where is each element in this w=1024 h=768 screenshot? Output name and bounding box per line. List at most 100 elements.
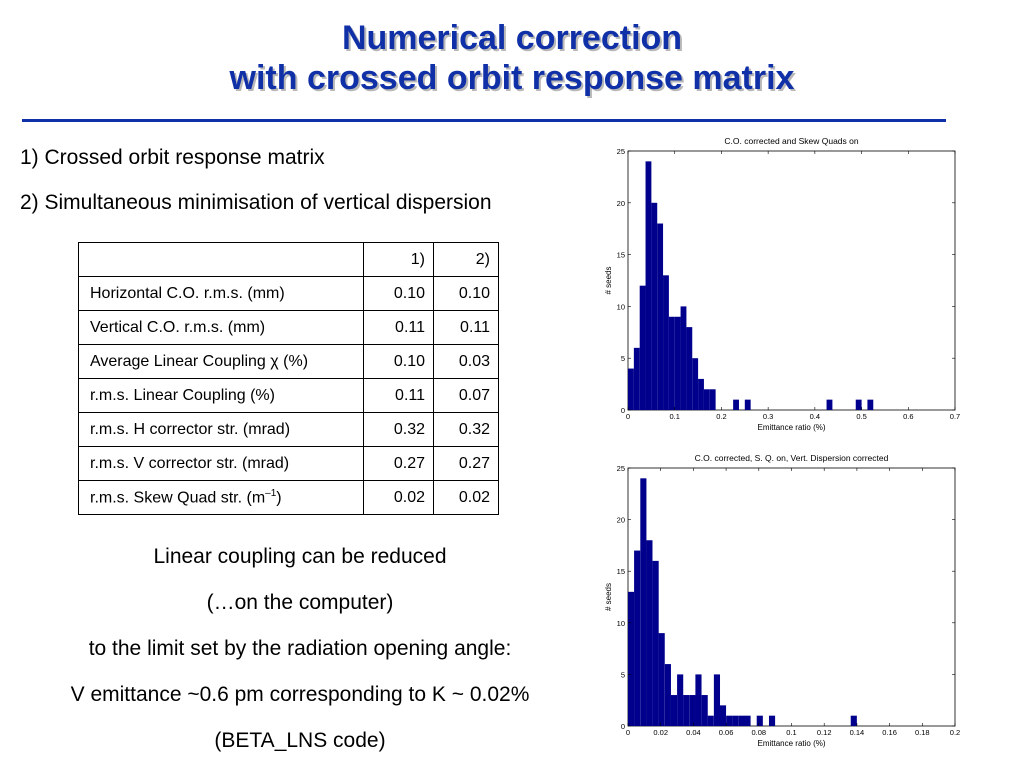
x-axis-label: Emittance ratio (%) <box>757 739 825 748</box>
row-value-case-1: 0.10 <box>363 344 434 379</box>
histogram-bar <box>695 674 702 726</box>
histogram-bar <box>652 560 659 726</box>
table-row: Horizontal C.O. r.m.s. (mm) 0.10 0.10 <box>78 276 499 311</box>
table-header-case-2: 2) <box>433 242 499 277</box>
table-row: r.m.s. V corrector str. (mrad) 0.27 0.27 <box>78 446 499 481</box>
x-tick-label: 0.4 <box>810 412 820 421</box>
x-tick-label: 0.08 <box>751 728 766 737</box>
histogram-bar <box>768 715 776 726</box>
histogram-bar <box>658 633 665 726</box>
histogram-bar <box>683 695 690 726</box>
row-value-case-1: 0.11 <box>363 378 434 413</box>
list-item-crossed-orbit: 1) Crossed orbit response matrix <box>20 146 325 169</box>
chart-title: C.O. corrected, S. Q. on, Vert. Dispersi… <box>695 453 889 463</box>
x-tick-label: 0.18 <box>915 728 930 737</box>
row-value-case-2: 0.11 <box>433 310 499 345</box>
x-tick-label: 0.04 <box>686 728 701 737</box>
plot-area <box>627 467 956 727</box>
x-tick-label: 0.6 <box>903 412 913 421</box>
row-value-case-2: 0.32 <box>433 412 499 447</box>
row-value-case-2: 0.03 <box>433 344 499 379</box>
row-value-case-2: 0.27 <box>433 446 499 481</box>
row-label-unit: (%) <box>278 352 309 370</box>
histogram-bar <box>692 358 699 410</box>
row-label: Horizontal C.O. r.m.s. (mm) <box>78 276 364 311</box>
y-tick-label: 10 <box>617 302 625 311</box>
histogram-bar <box>670 695 678 726</box>
conclusion-line-1: Linear coupling can be reduced <box>153 545 447 568</box>
histogram-bar <box>686 327 693 410</box>
x-tick-label: 0.12 <box>817 728 832 737</box>
row-label: r.m.s. Skew Quad str. (m–1) <box>78 480 364 515</box>
row-label: Vertical C.O. r.m.s. (mm) <box>78 310 364 345</box>
chi-symbol: χ <box>270 352 279 370</box>
list-item-simultaneous-minimisation: 2) Simultaneous minimisation of vertical… <box>20 191 492 214</box>
histogram-bar <box>640 478 647 726</box>
histogram-bar <box>628 591 635 726</box>
x-tick-label: 0.02 <box>653 728 668 737</box>
title-line-1: Numerical correction <box>341 19 683 57</box>
y-tick-label: 25 <box>617 464 625 473</box>
row-value-case-1: 0.02 <box>363 480 434 515</box>
row-label-text: Average Linear Coupling <box>90 352 271 370</box>
y-tick-label: 5 <box>621 354 625 363</box>
x-tick-label: 0.14 <box>850 728 865 737</box>
conclusion-line-2: (…on the computer) <box>206 591 394 614</box>
y-tick-label: 20 <box>617 199 625 208</box>
histogram-bar <box>646 540 653 726</box>
y-tick-label: 10 <box>617 619 625 628</box>
histogram-bar <box>744 715 751 726</box>
row-label: r.m.s. V corrector str. (mrad) <box>78 446 364 481</box>
row-label: r.m.s. Linear Coupling (%) <box>78 378 364 413</box>
table-row: r.m.s. Linear Coupling (%) 0.11 0.07 <box>78 378 499 413</box>
conclusion-line-5: (BETA_LNS code) <box>214 729 386 752</box>
x-tick-label: 0 <box>626 412 630 421</box>
histogram-bar <box>674 316 681 410</box>
table-row: Vertical C.O. r.m.s. (mm) 0.11 0.11 <box>78 310 499 345</box>
row-value-case-1: 0.10 <box>363 276 434 311</box>
conclusion-line-3: to the limit set by the radiation openin… <box>88 637 512 660</box>
histogram-bar <box>867 399 874 410</box>
histogram-bar <box>756 715 763 726</box>
row-value-case-1: 0.27 <box>363 446 434 481</box>
histogram-bar <box>689 695 696 726</box>
histogram-bar <box>634 550 641 726</box>
row-value-case-2: 0.02 <box>433 480 499 515</box>
x-tick-label: 0.2 <box>950 728 960 737</box>
row-value-case-1: 0.32 <box>363 412 434 447</box>
histogram-bar <box>701 695 708 726</box>
x-tick-label: 0 <box>626 728 630 737</box>
title-line-2: with crossed orbit response matrix <box>229 59 795 97</box>
histogram-bar <box>668 316 675 410</box>
histogram-bar <box>738 715 745 726</box>
x-axis-label: Emittance ratio (%) <box>757 423 825 432</box>
row-label: Average Linear Coupling χ (%) <box>78 344 364 379</box>
x-tick-label: 0.2 <box>716 412 726 421</box>
chart-title: C.O. corrected and Skew Quads on <box>724 136 858 146</box>
y-tick-label: 5 <box>621 670 625 679</box>
row-value-case-1: 0.11 <box>363 310 434 345</box>
title-underline <box>22 119 946 122</box>
y-tick-label: 15 <box>617 251 625 260</box>
y-axis-label: # seeds <box>604 583 613 611</box>
histogram-bar <box>826 399 833 410</box>
row-value-case-2: 0.10 <box>433 276 499 311</box>
table-header-row: 1) 2) <box>78 242 499 277</box>
histogram-bar <box>744 399 751 410</box>
slide-title: Numerical correction with crossed orbit … <box>0 18 1024 98</box>
histogram-bar <box>850 715 857 726</box>
x-tick-label: 0.7 <box>950 412 960 421</box>
histogram-bar <box>707 715 714 726</box>
histogram-bar <box>651 202 658 410</box>
histogram-skew-quads-on: C.O. corrected and Skew Quads on 0 5 10 15 20… <box>604 136 960 432</box>
histogram-bar <box>664 664 671 726</box>
table-row: r.m.s. H corrector str. (mrad) 0.32 0.32 <box>78 412 499 447</box>
x-tick-label: 0.16 <box>882 728 897 737</box>
histogram-bar <box>657 223 664 410</box>
y-tick-label: 0 <box>621 722 625 731</box>
histogram-bar <box>639 285 646 410</box>
histogram-bar <box>719 705 727 726</box>
histogram-bar <box>726 715 733 726</box>
y-tick-label: 15 <box>617 567 625 576</box>
histogram-bar <box>713 674 721 726</box>
